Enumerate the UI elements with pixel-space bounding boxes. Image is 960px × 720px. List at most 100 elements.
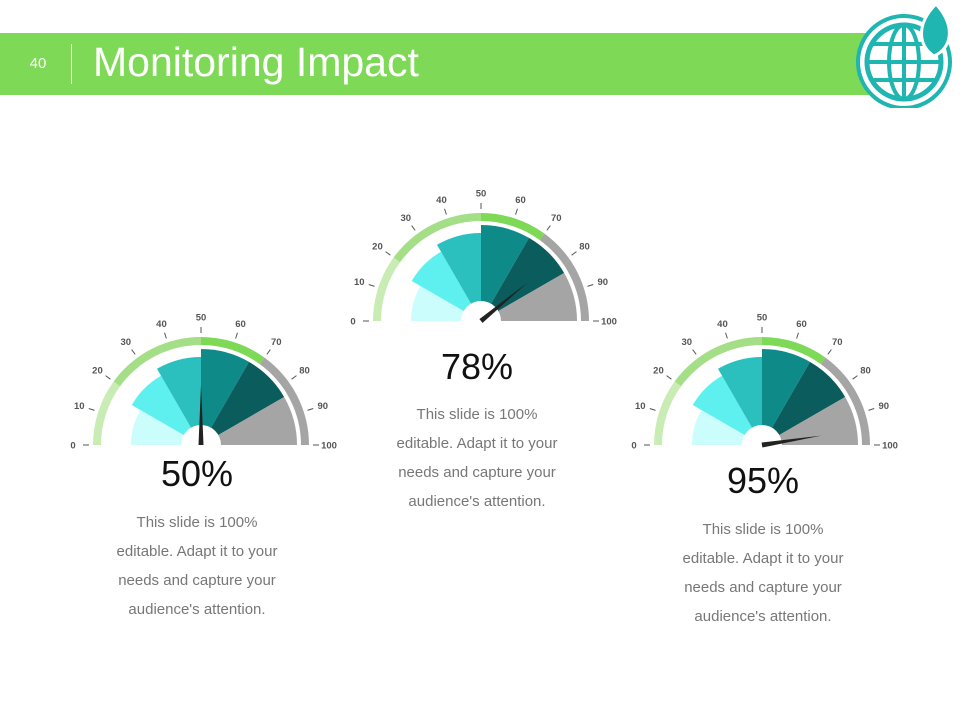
gauge-outer-arc (539, 233, 589, 321)
gauge-needle (761, 435, 822, 448)
gauge-tick (411, 225, 416, 231)
gauge-outer-arc (654, 381, 682, 445)
gauge-tick-label: 20 (372, 241, 383, 252)
gauge-tick-label: 80 (579, 241, 590, 252)
gauge-tick-label: 80 (299, 365, 310, 376)
caption-line: needs and capture your (684, 579, 842, 596)
gauge-tick (444, 208, 447, 215)
caption-line: audience's attention. (128, 601, 266, 618)
gauge-tick (307, 408, 314, 411)
gauge-segment (201, 361, 285, 445)
gauge-outer-arc (762, 337, 826, 365)
gauge-tick-label: 10 (354, 277, 365, 288)
gauge-segment (481, 225, 529, 321)
gauge-segment (762, 349, 810, 445)
gauge-segment (692, 375, 762, 445)
caption-line: editable. Adapt it to your (116, 543, 278, 560)
caption-line: editable. Adapt it to your (682, 550, 844, 567)
gauge-tick (796, 332, 799, 339)
gauge-tick-label: 30 (400, 213, 411, 224)
caption-line: This slide is 100% (416, 406, 538, 423)
gauge-tick (385, 251, 391, 256)
gauge-tick-label: 0 (350, 317, 355, 328)
gauge-tick-label: 30 (681, 337, 692, 348)
gauge-segment (762, 361, 846, 445)
gauge-segment (718, 357, 762, 445)
gauge-2-value: 78% (440, 346, 514, 387)
gauge-tick-label: 40 (436, 195, 447, 206)
gauge-tick (649, 408, 656, 411)
caption-line: editable. Adapt it to your (396, 435, 558, 452)
gauge-tick-label: 50 (757, 313, 768, 324)
gauge-tick (291, 375, 297, 380)
gauge-needle (198, 385, 204, 445)
gauge-tick-label: 50 (476, 189, 487, 200)
gauge-outer-arc (373, 257, 401, 321)
slide-title: Monitoring Impact (93, 39, 419, 85)
gauge-segment (481, 237, 565, 321)
caption-line: needs and capture your (118, 572, 276, 589)
caption-line: needs and capture your (398, 464, 556, 481)
gauge-hub (461, 301, 501, 321)
gauge-segment (201, 349, 249, 445)
gauge-tick-label: 50 (196, 313, 207, 324)
gauge-tick (692, 349, 697, 355)
gauge-tick (571, 251, 577, 256)
gauge-tick (515, 208, 518, 215)
gauge-tick-label: 100 (882, 441, 898, 452)
gauge-outer-arc (393, 213, 481, 263)
gauge-tick-label: 90 (317, 401, 328, 412)
gauge-tick (131, 349, 136, 355)
gauge-segment (437, 233, 481, 321)
gauge-segment (481, 273, 577, 321)
gauge-tick (725, 332, 728, 339)
gauge-segment (411, 251, 481, 321)
gauge-tick (852, 375, 858, 380)
gauge-segment (201, 397, 297, 445)
gauge-tick-label: 80 (860, 365, 871, 376)
gauge-tick-label: 100 (321, 441, 337, 452)
gauge-tick (266, 349, 271, 355)
caption-line: audience's attention. (694, 608, 832, 625)
gauge-tick-label: 90 (878, 401, 889, 412)
gauge-tick-label: 10 (635, 401, 646, 412)
gauge-chart-1: 0 10 20 30 40 50 60 70 80 90 100 (70, 313, 337, 452)
gauge-1-value: 50% (160, 453, 234, 494)
gauge-hub (742, 425, 782, 445)
gauge-tick-label: 0 (631, 441, 636, 452)
gauge-tick-label: 10 (74, 401, 85, 412)
gauge-outer-arc (820, 357, 870, 445)
gauge-3-caption: This slide is 100% editable. Adapt it to… (653, 515, 873, 631)
gauge-tick-label: 30 (120, 337, 131, 348)
gauge-tick-label: 70 (551, 213, 562, 224)
gauge-tick (868, 408, 875, 411)
gauge-outer-arc (674, 337, 762, 387)
gauge-chart-2: 0 10 20 30 40 50 60 70 80 90 100 (350, 189, 617, 328)
gauge-tick-label: 70 (271, 337, 282, 348)
gauge-tick (105, 375, 111, 380)
gauge-tick (235, 332, 238, 339)
gauge-tick (587, 284, 594, 287)
gauge-1-caption: This slide is 100% editable. Adapt it to… (87, 508, 307, 624)
gauge-3-value: 95% (726, 460, 800, 501)
title-divider (71, 44, 72, 84)
gauge-tick-label: 100 (601, 317, 617, 328)
gauge-tick-label: 20 (653, 365, 664, 376)
gauge-outer-arc (481, 213, 545, 241)
gauge-2-caption: This slide is 100% editable. Adapt it to… (367, 400, 587, 516)
gauge-outer-arc (93, 381, 121, 445)
gauge-segment (762, 397, 858, 445)
gauge-tick (827, 349, 832, 355)
gauge-tick (164, 332, 167, 339)
caption-line: This slide is 100% (136, 514, 258, 531)
gauge-tick-label: 60 (235, 319, 246, 330)
gauge-tick-label: 70 (832, 337, 843, 348)
gauge-outer-arc (113, 337, 201, 387)
caption-line: audience's attention. (408, 493, 546, 510)
gauge-tick (666, 375, 672, 380)
gauge-tick-label: 20 (92, 365, 103, 376)
slide-number: 40 (29, 55, 47, 72)
gauge-segment (131, 375, 201, 445)
gauge-tick-label: 0 (70, 441, 75, 452)
gauge-needle (479, 282, 528, 323)
